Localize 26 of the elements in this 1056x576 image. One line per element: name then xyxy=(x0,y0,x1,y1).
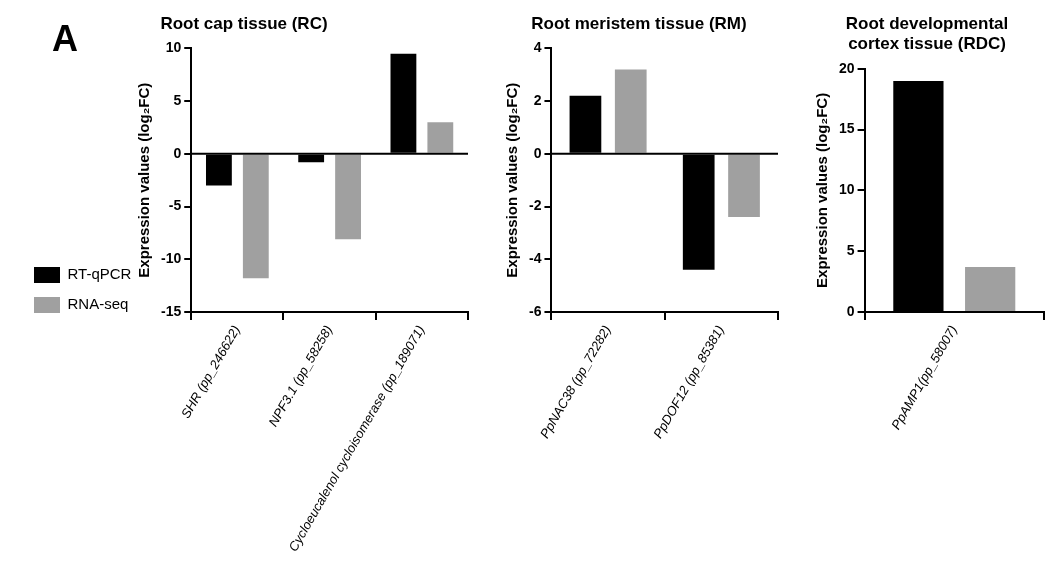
y-tick-label: -10 xyxy=(161,250,182,267)
y-axis-title: Expression values (log₂FC) xyxy=(135,82,153,278)
y-tick-label: 20 xyxy=(838,59,855,76)
y-tick-label: 4 xyxy=(533,39,542,56)
y-tick-label: -15 xyxy=(161,302,182,319)
y-tick-label: 0 xyxy=(173,144,182,161)
y-axis-title: Expression values (log₂FC) xyxy=(503,82,521,278)
y-tick-label: -5 xyxy=(168,197,182,214)
y-tick-label: 10 xyxy=(165,39,182,56)
y-tick-label: -2 xyxy=(529,197,542,214)
y-tick-label: 5 xyxy=(846,242,855,259)
y-tick-label: 5 xyxy=(173,91,182,108)
chart-title: Root developmental cortex tissue (RDC) xyxy=(845,13,1009,54)
text: A xyxy=(52,18,78,60)
y-tick-label: 0 xyxy=(846,302,855,319)
chart-title: Root cap tissue (RC) xyxy=(160,13,328,33)
chart-title: Root meristem tissue (RM) xyxy=(531,13,747,33)
y-tick-label: 15 xyxy=(838,120,855,137)
legend-label: RNA-seq xyxy=(67,295,129,313)
y-tick-label: -6 xyxy=(529,302,542,319)
y-tick-label: 2 xyxy=(533,91,542,108)
y-tick-label: 0 xyxy=(533,144,542,161)
y-tick-label: 10 xyxy=(838,181,855,198)
y-tick-label: -4 xyxy=(529,250,542,267)
legend-label: RT-qPCR xyxy=(67,265,132,283)
y-axis-title: Expression values (log₂FC) xyxy=(813,92,831,288)
